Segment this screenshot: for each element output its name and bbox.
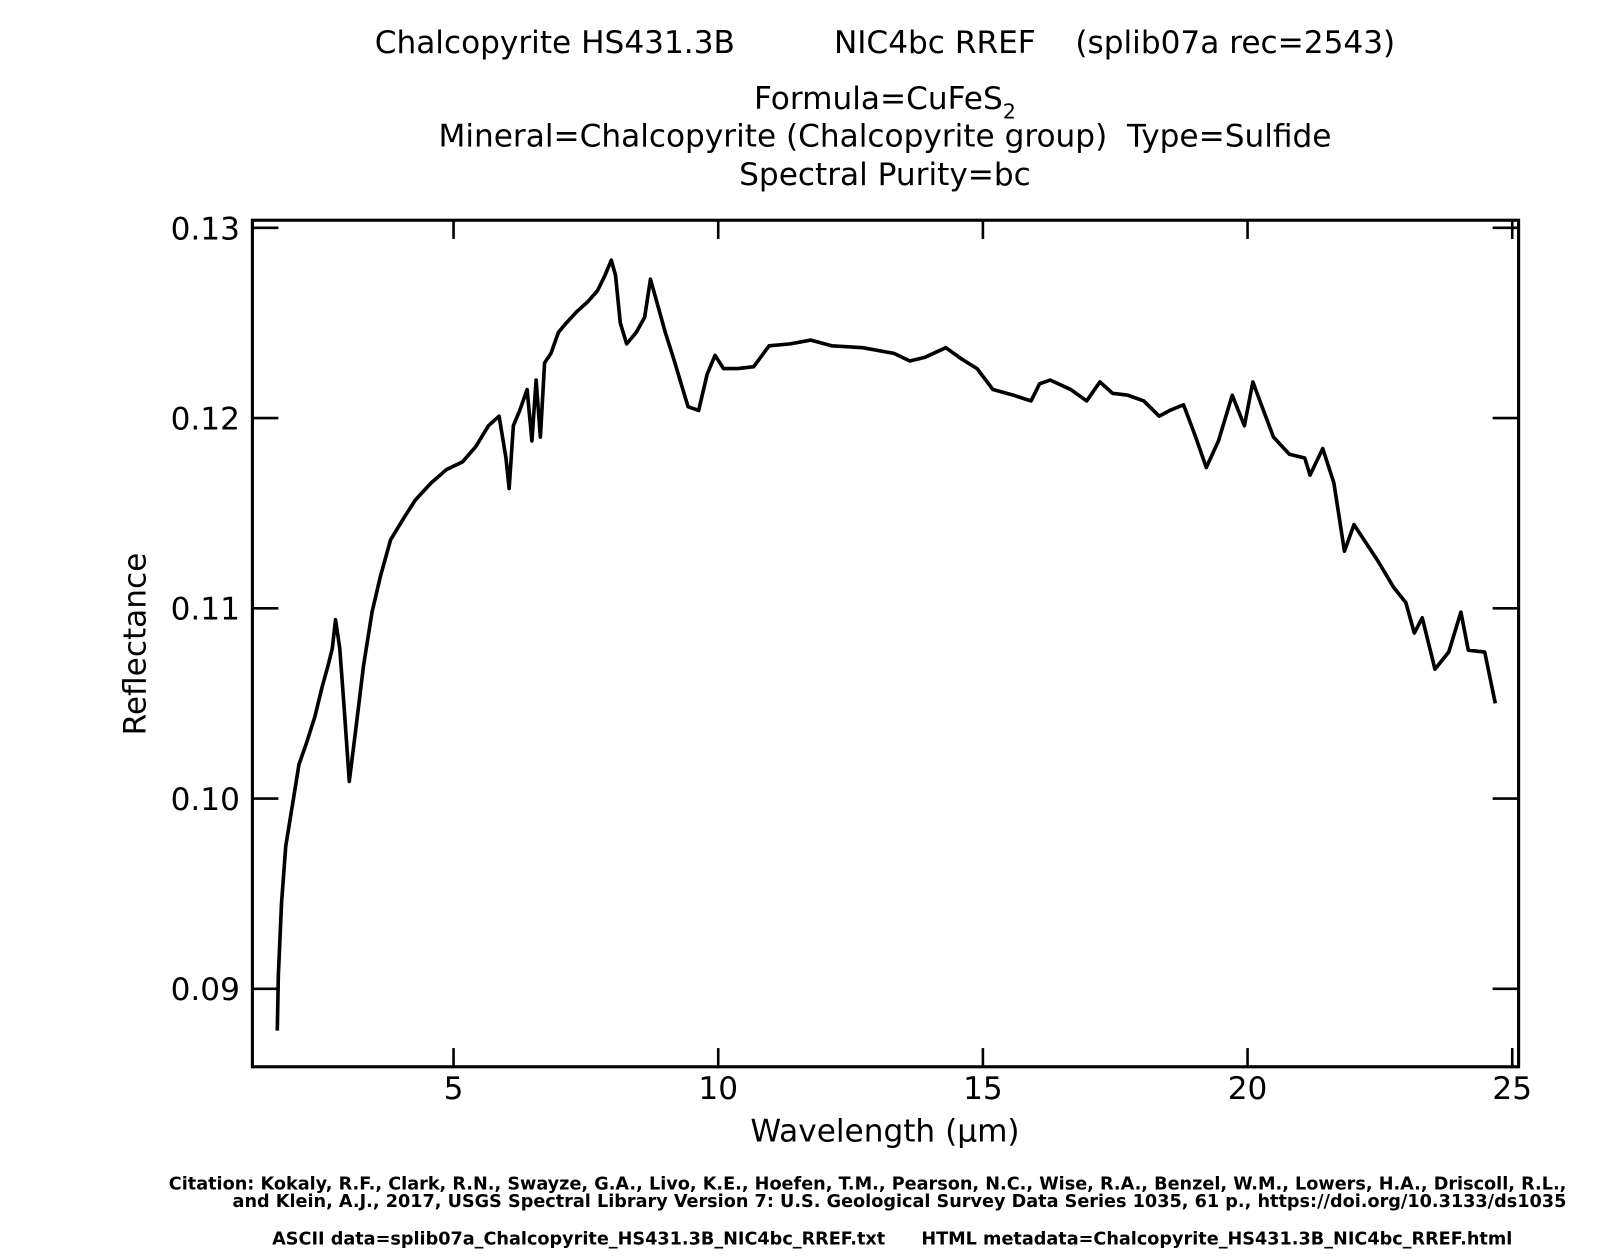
x-tick-label: 15 xyxy=(963,1071,1003,1107)
x-tick-label: 5 xyxy=(444,1071,464,1107)
y-tick-label: 0.10 xyxy=(171,782,240,818)
formula-subscript: 2 xyxy=(1003,99,1016,123)
y-tick-label: 0.13 xyxy=(171,211,240,247)
spectrum-line xyxy=(275,258,1498,1031)
y-tick-label: 0.09 xyxy=(171,972,240,1008)
mineral: Mineral=Chalcopyrite (Chalcopyrite group… xyxy=(438,118,1331,154)
formula-text: Formula=CuFeS xyxy=(754,81,1003,117)
y-axis-label: Reflectance xyxy=(117,553,153,736)
x-tick-label: 10 xyxy=(698,1071,738,1107)
citation-line: Citation: Kokaly, R.F., Clark, R.N., Swa… xyxy=(169,1174,1567,1194)
x-tick-label: 20 xyxy=(1228,1071,1268,1107)
x-tick-label: 25 xyxy=(1492,1071,1532,1107)
purity: Spectral Purity=bc xyxy=(739,157,1031,193)
html-metadata: HTML metadata=Chalcopyrite_HS431.3B_NIC4… xyxy=(921,1229,1512,1249)
plot-frame xyxy=(250,218,1521,1069)
chart-title: Chalcopyrite HS431.3B NIC4bc RREF (splib… xyxy=(375,25,1396,61)
y-tick-label: 0.12 xyxy=(171,401,240,437)
ascii-data: ASCII data=splib07a_Chalcopyrite_HS431.3… xyxy=(272,1229,886,1249)
citation-line: and Klein, A.J., 2017, USGS Spectral Lib… xyxy=(233,1192,1567,1212)
x-axis-label: Wavelength (μm) xyxy=(750,1114,1019,1150)
y-tick-label: 0.11 xyxy=(171,592,240,628)
formula: Formula=CuFeS2 xyxy=(754,81,1016,123)
